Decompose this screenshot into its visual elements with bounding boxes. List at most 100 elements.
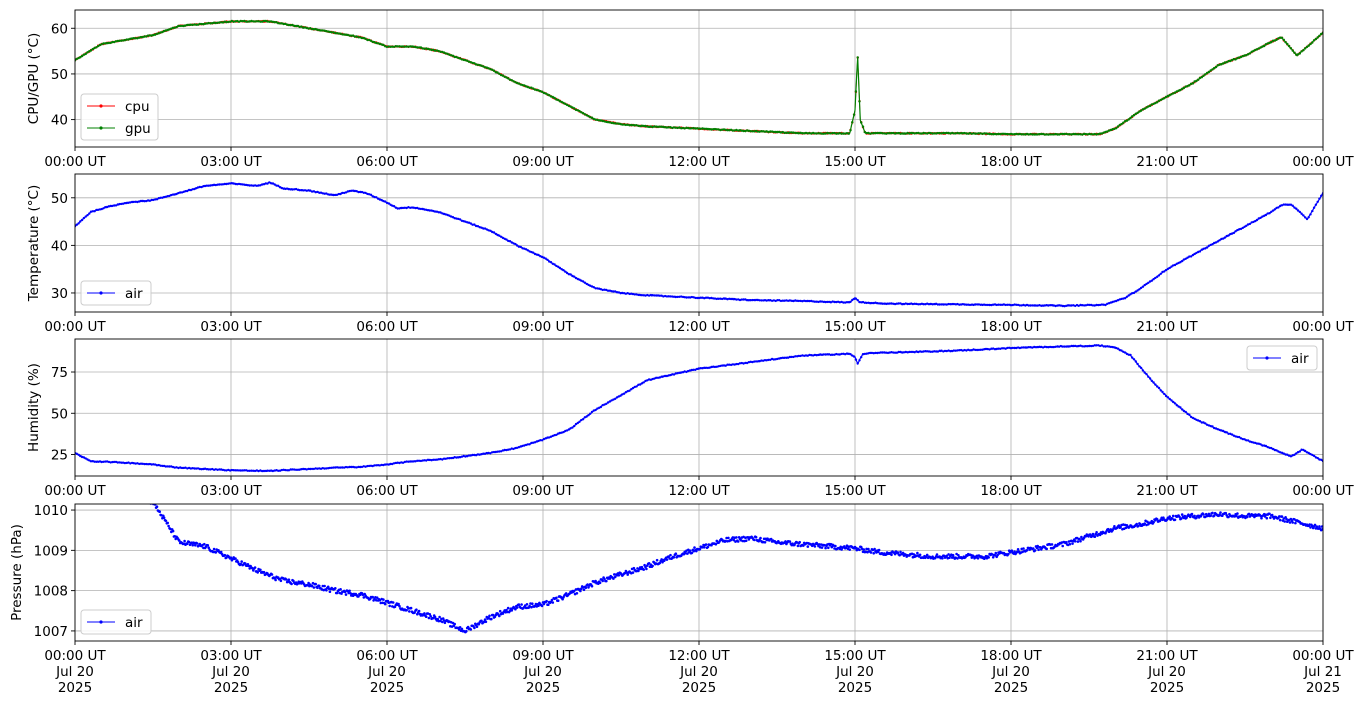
data-point (467, 60, 471, 63)
data-point (357, 595, 360, 598)
data-point (1157, 386, 1161, 390)
data-point (1232, 231, 1236, 235)
data-point (861, 125, 865, 128)
data-point (1006, 303, 1009, 306)
data-point (528, 250, 531, 253)
data-point (214, 21, 217, 25)
data-point (938, 349, 941, 352)
data-point (635, 293, 638, 296)
data-point (1293, 453, 1296, 456)
data-point (107, 41, 111, 45)
data-point (845, 352, 849, 355)
data-point (893, 302, 897, 306)
data-point (831, 353, 834, 356)
data-point (587, 586, 590, 589)
data-point (124, 496, 127, 499)
data-point (979, 303, 982, 306)
data-point (883, 351, 886, 354)
data-point (988, 303, 991, 307)
data-point (1022, 346, 1025, 349)
data-point (86, 51, 89, 54)
data-point (549, 435, 553, 438)
data-point (348, 34, 351, 37)
data-point (391, 45, 394, 48)
data-point (769, 358, 772, 361)
data-point (453, 456, 456, 459)
data-point (885, 351, 888, 354)
data-point (633, 124, 636, 127)
data-point (1284, 203, 1287, 206)
data-point (114, 204, 118, 207)
data-point (294, 468, 298, 471)
data-point (105, 205, 109, 209)
data-point (658, 376, 661, 379)
data-point (316, 28, 319, 31)
data-point (307, 581, 310, 585)
data-point (155, 32, 159, 35)
data-point (1191, 82, 1195, 85)
data-point (289, 468, 292, 471)
data-point (1122, 121, 1125, 124)
data-point (1018, 346, 1022, 350)
data-point (562, 269, 565, 272)
data-point (1171, 517, 1174, 520)
data-point (747, 299, 751, 302)
data-point (1227, 515, 1230, 519)
data-point (803, 132, 806, 135)
data-point (178, 539, 181, 542)
data-point (337, 192, 341, 196)
data-point (430, 459, 433, 462)
data-point (790, 355, 793, 359)
data-point (1293, 51, 1296, 54)
data-point (84, 457, 87, 460)
data-point (75, 223, 79, 226)
data-point (382, 199, 385, 203)
data-point (1304, 216, 1307, 219)
data-point (79, 56, 82, 59)
data-point (822, 353, 825, 356)
data-point (186, 467, 189, 470)
data-point (813, 545, 817, 548)
data-point (612, 290, 615, 293)
data-point (517, 82, 521, 85)
data-point (321, 584, 325, 588)
data-point (437, 211, 440, 214)
data-point (230, 182, 234, 185)
data-point (1304, 47, 1307, 50)
data-point (974, 303, 977, 306)
data-point (893, 552, 897, 556)
data-point (603, 288, 606, 291)
data-point (614, 397, 617, 400)
data-point (458, 57, 462, 60)
data-point (271, 182, 275, 185)
data-point (1049, 546, 1053, 550)
data-point (830, 545, 834, 549)
data-point (1220, 63, 1223, 66)
data-point (155, 505, 159, 509)
data-point (1277, 450, 1280, 453)
data-point (1002, 303, 1006, 306)
data-point (1188, 255, 1191, 258)
data-point (1143, 522, 1146, 525)
data-point (820, 353, 824, 356)
data-point (1315, 525, 1319, 528)
y-tick-label: 30 (51, 286, 68, 302)
data-point (305, 26, 308, 30)
data-point (615, 291, 619, 294)
data-point (416, 459, 419, 462)
data-point (108, 489, 111, 492)
data-point (762, 537, 766, 541)
data-point (729, 128, 733, 131)
data-point (335, 591, 339, 595)
data-point (1202, 513, 1205, 516)
data-point (820, 546, 824, 549)
data-point (1227, 234, 1230, 237)
data-point (710, 296, 713, 300)
data-point (1314, 203, 1318, 206)
data-point (498, 609, 502, 613)
data-point (703, 366, 706, 369)
y-tick-label: 40 (51, 113, 68, 129)
data-point (981, 132, 984, 135)
data-point (811, 300, 815, 303)
data-point (521, 247, 524, 250)
